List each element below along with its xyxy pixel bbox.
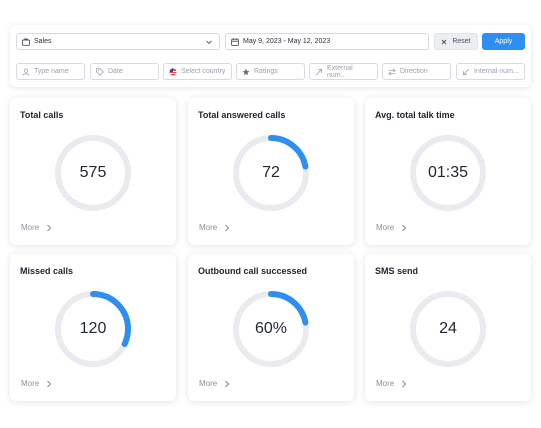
stat-card-avg-talk-time: Avg. total talk time 01:35 More: [365, 98, 531, 245]
card-title: Outbound call successed: [198, 266, 308, 276]
chevron-right-icon: [225, 224, 230, 231]
stat-card-missed-calls: Missed calls 120 More: [10, 254, 176, 401]
arrows-swap-icon: [388, 68, 396, 76]
arrow-down-left-icon: [462, 68, 470, 76]
reset-button[interactable]: Reset: [434, 33, 478, 50]
date-range-picker[interactable]: May 9, 2023 - May 12, 2023: [225, 33, 429, 50]
progress-ring: [54, 134, 132, 212]
stat-card-sms-send: SMS send 24 More: [365, 254, 531, 401]
more-link[interactable]: More: [199, 223, 230, 232]
star-icon: [242, 68, 250, 76]
progress-ring: [409, 290, 487, 368]
card-title: Avg. total talk time: [375, 110, 455, 120]
card-title: SMS send: [375, 266, 419, 276]
filter-bar: Sales May 9, 2023 - May 12, 2023 Reset A…: [10, 25, 531, 87]
stat-card-total-answered-calls: Total answered calls 72 More: [188, 98, 354, 245]
progress-ring: [232, 290, 310, 368]
date-placeholder: Date: [108, 68, 123, 75]
chevron-right-icon: [47, 380, 52, 387]
progress-ring: [232, 134, 310, 212]
stat-value: 60%: [254, 320, 288, 337]
arrow-up-right-icon: [315, 68, 323, 76]
team-select[interactable]: Sales: [16, 33, 220, 50]
country-filter[interactable]: Select country: [163, 63, 232, 80]
type-name-filter[interactable]: Type name: [16, 63, 85, 80]
ring-progress-arc: [55, 291, 131, 367]
close-icon: [441, 39, 447, 45]
more-link[interactable]: More: [21, 223, 52, 232]
ratings-placeholder: Ratings: [254, 68, 278, 75]
stat-card-outbound-success: Outbound call successed 60% More: [188, 254, 354, 401]
more-label: More: [199, 379, 218, 388]
stat-value: 01:35: [427, 164, 469, 181]
more-link[interactable]: More: [376, 223, 407, 232]
stat-card-total-calls: Total calls 575 More: [10, 98, 176, 245]
type-name-placeholder: Type name: [34, 68, 69, 75]
external-num-placeholder: External num...: [327, 64, 353, 79]
chevron-down-icon: [205, 38, 213, 46]
date-range-value: May 9, 2023 - May 12, 2023: [243, 38, 331, 45]
stat-value: 575: [79, 164, 107, 181]
stat-value: 120: [79, 320, 107, 337]
external-number-filter[interactable]: External num...: [309, 63, 378, 80]
ring-track: [55, 135, 131, 211]
country-placeholder: Select country: [181, 68, 226, 75]
calendar-icon: [231, 37, 239, 46]
team-select-value: Sales: [34, 38, 52, 45]
chevron-right-icon: [225, 380, 230, 387]
ring-progress-arc: [233, 291, 309, 367]
chevron-right-icon: [47, 224, 52, 231]
more-label: More: [376, 379, 395, 388]
more-link[interactable]: More: [199, 379, 230, 388]
internal-number-filter[interactable]: Internal num...: [456, 63, 525, 80]
ring-progress-arc: [233, 135, 309, 211]
ring-track: [410, 291, 486, 367]
us-flag-icon: [169, 67, 177, 76]
ratings-filter[interactable]: Ratings: [236, 63, 305, 80]
more-link[interactable]: More: [21, 379, 52, 388]
card-title: Total answered calls: [198, 110, 286, 120]
chevron-right-icon: [402, 380, 407, 387]
briefcase-icon: [22, 38, 30, 46]
direction-placeholder: Direction: [400, 68, 428, 75]
more-label: More: [199, 223, 218, 232]
ring-track: [410, 135, 486, 211]
stat-value: 72: [262, 164, 280, 181]
more-label: More: [21, 379, 40, 388]
progress-ring: [409, 134, 487, 212]
stat-value: 24: [439, 320, 457, 337]
more-label: More: [21, 223, 40, 232]
internal-num-placeholder: Internal num...: [474, 68, 519, 75]
direction-filter[interactable]: Direction: [382, 63, 451, 80]
apply-button[interactable]: Apply: [482, 33, 525, 50]
user-icon: [22, 67, 30, 76]
reset-label: Reset: [452, 38, 471, 45]
more-label: More: [376, 223, 395, 232]
card-title: Total calls: [20, 110, 64, 120]
date-filter[interactable]: Date: [90, 63, 159, 80]
progress-ring: [54, 290, 132, 368]
apply-label: Apply: [494, 38, 513, 45]
chevron-right-icon: [402, 224, 407, 231]
more-link[interactable]: More: [376, 379, 407, 388]
tag-icon: [96, 67, 104, 76]
card-title: Missed calls: [20, 266, 74, 276]
